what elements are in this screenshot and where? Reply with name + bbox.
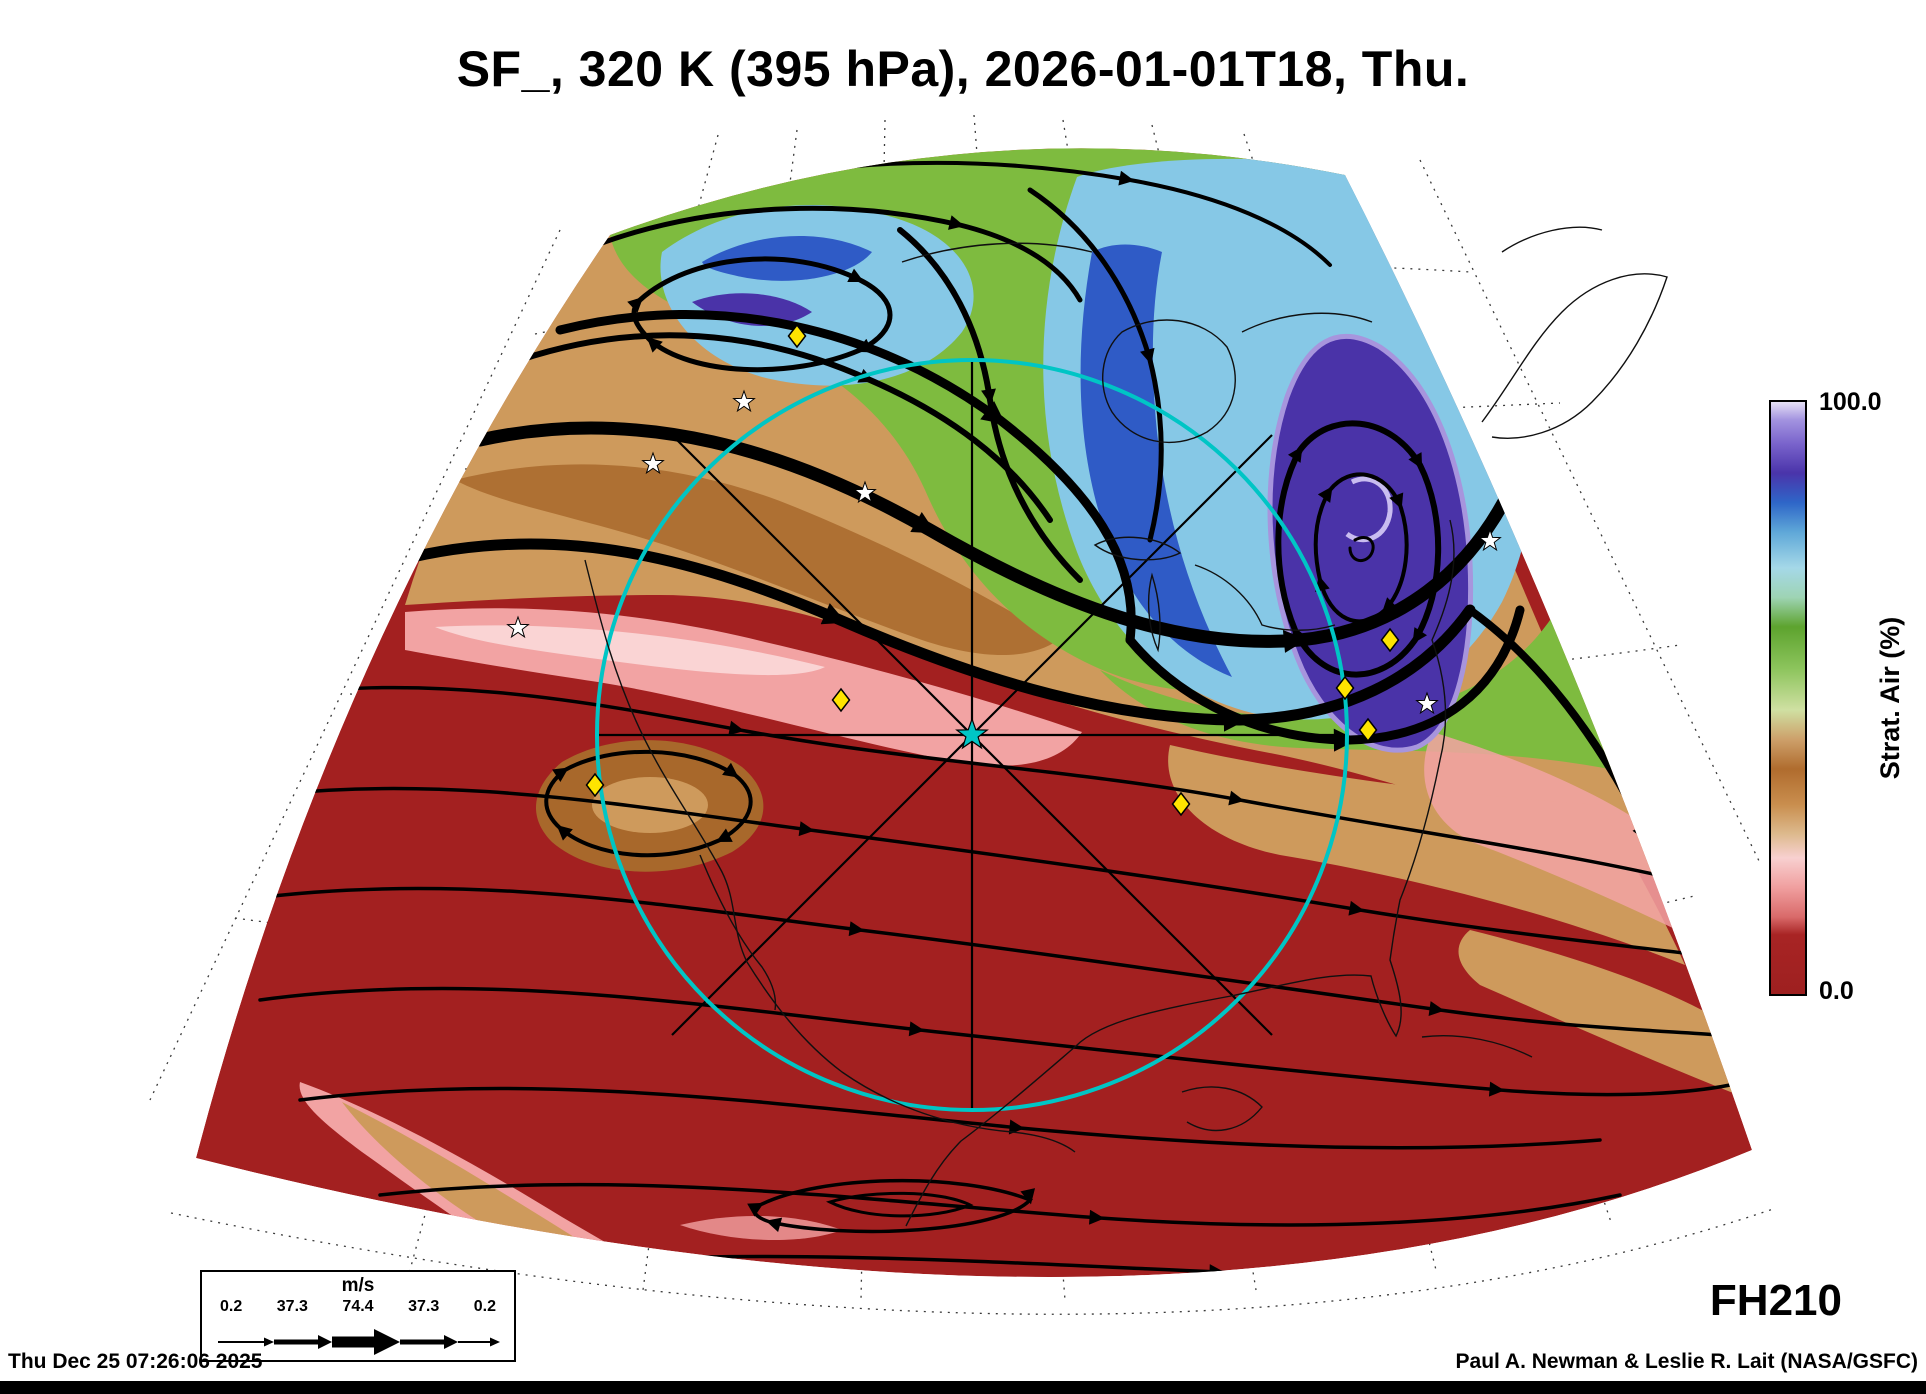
coastline-yucatan [1181,1086,1263,1132]
streamline [228,786,1702,957]
coastlines [584,226,1668,1227]
coastline [584,559,748,963]
streamline-vortex-loop [1275,420,1442,678]
wind-value: 37.3 [408,1298,440,1315]
streamline [298,1086,1602,1150]
wind-arrow-scale [218,1329,500,1355]
fill-dark-blue-crescent [1080,244,1232,677]
creation-timestamp: Thu Dec 25 07:26:06 2025 [8,1350,263,1373]
coastline [746,961,1076,1153]
streamline-jet [394,538,1476,732]
wind-value: 0.2 [220,1298,243,1315]
fill-pale-pink-highlight [435,625,825,676]
streamline [258,986,1732,1097]
streamline-loop [825,1191,974,1218]
streamline-loop [753,1178,1030,1232]
streamlines [228,160,1732,1278]
coastline-cuba [1421,1035,1533,1058]
streamline [897,227,1083,583]
streamline [517,332,1053,523]
streamline [378,1182,1622,1227]
coastline-greenland [1481,226,1668,439]
streamline [238,685,1682,882]
page-title: SF_, 320 K (395 hPa), 2026-01-01T18, Thu… [456,41,1470,97]
streamline-loop [544,749,753,858]
coastline-hudson-bay [1102,319,1236,444]
fill-pink-right-mid [1424,732,1722,952]
colorbar-gradient [1769,400,1807,996]
range-circle [595,358,1349,1112]
colorbar-title: Strat. Air (%) [1875,616,1905,780]
fill-tan-right-band [1168,745,1685,965]
wind-value: 37.3 [276,1298,308,1315]
coastline [901,242,1373,333]
wind-value: 0.2 [473,1298,496,1315]
coastline-lake [1194,564,1336,631]
colorbar-min-label: 0.0 [1819,977,1854,1005]
colorbar: 100.0 0.0 Strat. Air (%) [1769,388,1926,1005]
fill-tan-core-sw [342,1102,582,1250]
streamline-loop [631,256,893,373]
streamline [1027,187,1164,543]
wind-units-label: m/s [341,1275,375,1296]
coastline-lake [1093,536,1182,561]
streamline [557,205,1083,303]
meridian-line [149,229,561,1101]
streamline-vortex-loop [1316,472,1407,621]
bottom-black-bar [0,1381,1926,1394]
coastline [699,854,777,1011]
wind-values-row: 0.2 37.3 74.4 37.3 0.2 [202,1298,514,1316]
fill-tan-bottom-right [1458,930,1738,1095]
credit-line: Paul A. Newman & Leslie R. Lait (NASA/GS… [1455,1350,1918,1373]
wind-value: 74.4 [342,1298,374,1315]
streamline [238,886,1722,1037]
colorbar-max-label: 100.0 [1819,388,1882,416]
streamline-vortex-spiral [1348,536,1375,563]
range-circle-group [595,358,1349,1112]
forecast-hour-label: FH210 [1709,1276,1842,1325]
coastline [905,519,1455,1227]
wind-speed-legend: m/s 0.2 37.3 74.4 37.3 0.2 [200,1270,516,1362]
streamline-jet [1125,605,1525,752]
coastline-lake [1147,572,1161,653]
